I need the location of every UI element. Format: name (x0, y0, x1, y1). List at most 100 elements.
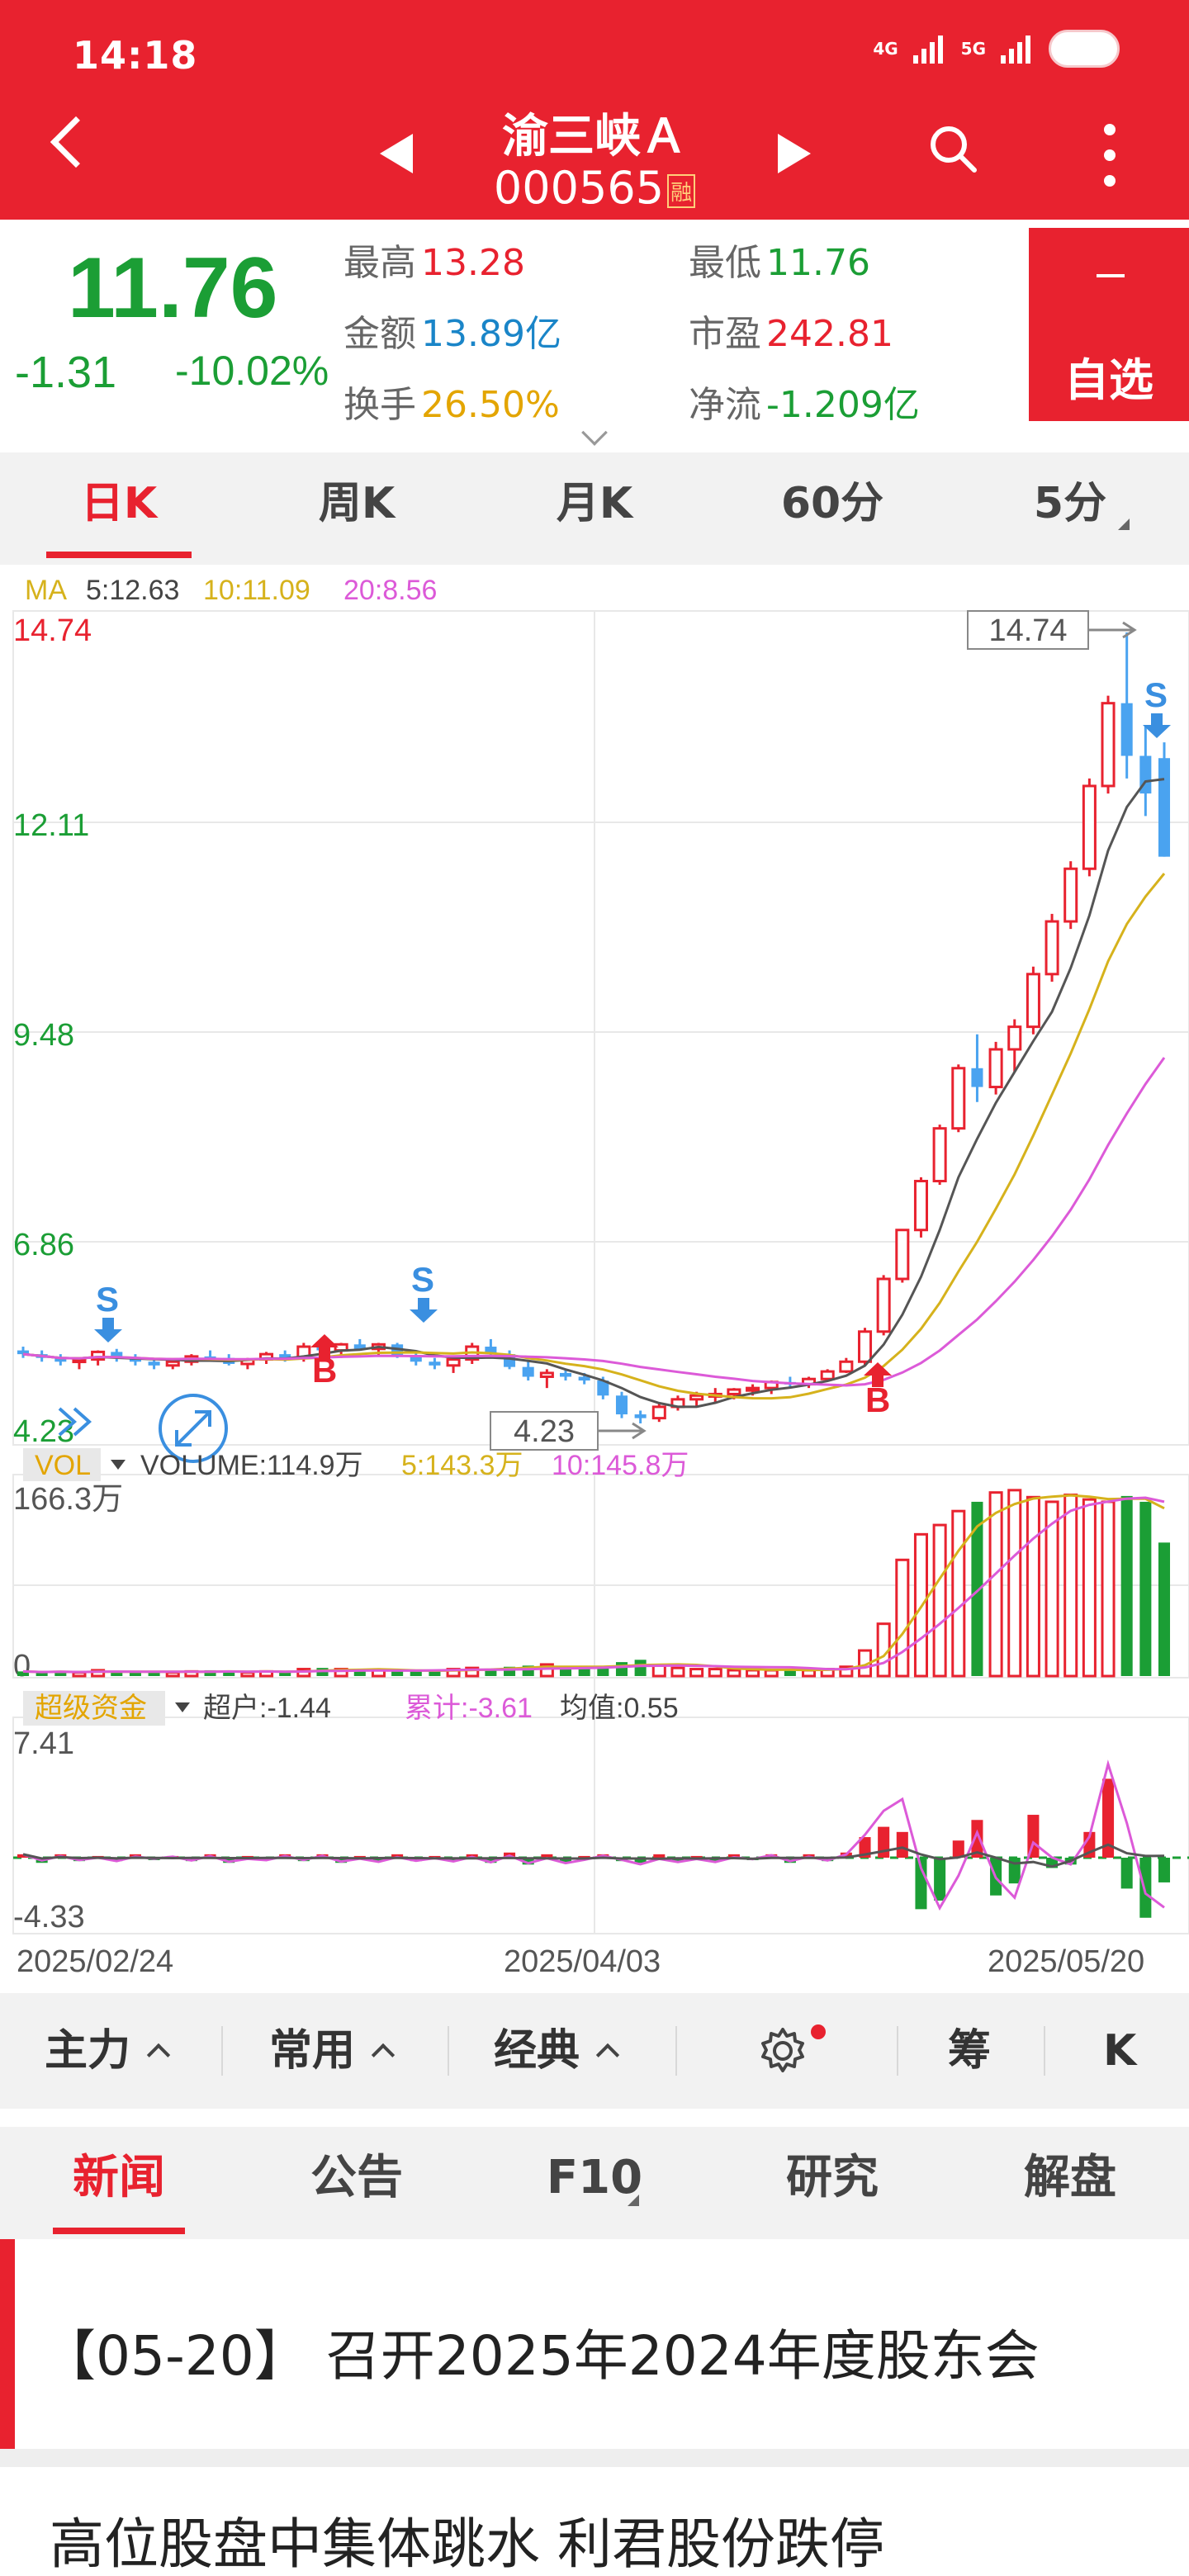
candle-body (913, 1179, 928, 1232)
search-icon[interactable] (928, 124, 978, 173)
news-item[interactable]: 【05-20】 召开2025年2024年度股东会 (0, 2239, 1189, 2449)
ma20-line (22, 1057, 1166, 1387)
indicator-toolbar: 主力 常用 经典 筹 K (0, 1993, 1189, 2109)
max-marker-label: 14.74 (988, 613, 1067, 648)
candle-body (746, 1386, 760, 1392)
volume-ma-lines-group (22, 1494, 1165, 1674)
stat-amount: 金额 13.89亿 (343, 313, 561, 355)
tab-news[interactable]: 新闻 (0, 2127, 238, 2239)
candle-body (559, 1372, 572, 1377)
volume-bar (670, 1666, 685, 1678)
volume-bar (1101, 1500, 1116, 1678)
tab-f10[interactable]: F10 (546, 2151, 643, 2206)
ma-lines-group (22, 778, 1166, 1409)
prev-stock-icon[interactable] (380, 134, 413, 173)
toolbar-changyong[interactable]: 常用 (269, 1993, 396, 2109)
kline-chart-area[interactable]: MA 5:12.63 10:11.09 20:8.56 14.74 12.11 … (0, 565, 1189, 1993)
y-tick-2: 12.11 (13, 808, 89, 843)
fund-bar (1139, 1858, 1152, 1918)
news-item[interactable]: 高位股盘中集体跳水 利君股份跌停 (0, 2467, 1189, 2576)
tab-monthly-k[interactable]: 月K (556, 479, 633, 528)
price-change: -1.31 (15, 348, 117, 397)
fund-jun: 均值:0.55 (560, 1693, 679, 1724)
tab-research[interactable]: 研究 (786, 2151, 879, 2204)
fund-lines-group (22, 1759, 1165, 1911)
vol-y-top: 166.3万 (13, 1482, 123, 1517)
back-arrow-icon[interactable] (50, 116, 102, 168)
stock-name: 渝三峡Ａ (502, 110, 687, 163)
toolbar-separator (897, 2026, 898, 2076)
volume-bar (597, 1666, 609, 1676)
fund-y-top: 7.41 (13, 1726, 74, 1761)
fund-bar (952, 1840, 964, 1859)
fund-bar (934, 1858, 946, 1901)
vol-ma10-line (22, 1496, 1165, 1674)
volume-bar (1007, 1489, 1022, 1678)
fund-average-line (22, 1843, 1165, 1868)
max-marker: 14.74 (967, 610, 1137, 650)
volume-bar (988, 1491, 1003, 1678)
volume-bar (54, 1671, 67, 1676)
x-label-start: 2025/02/24 (17, 1944, 173, 1979)
vol-ma5: 5:143.3万 (401, 1450, 523, 1481)
next-stock-icon[interactable] (778, 134, 811, 173)
fund-bar (634, 1858, 647, 1863)
candle-body (353, 1344, 366, 1349)
fund-bar (859, 1837, 871, 1859)
fund-bar (223, 1858, 235, 1863)
toolbar-k[interactable]: K (1103, 2026, 1137, 2076)
main-grid (12, 610, 1189, 1934)
toolbar-separator (221, 2026, 223, 2076)
fund-bar (485, 1858, 497, 1863)
fund-bar (1027, 1815, 1040, 1859)
volume-bar (971, 1501, 983, 1676)
fund-bar (690, 1855, 703, 1859)
volume-bar (839, 1665, 854, 1678)
favorite-button[interactable]: 自选 (1029, 228, 1189, 421)
candle-body (1120, 703, 1133, 756)
vol-value: VOLUME:114.9万 (140, 1450, 363, 1481)
stat-pe: 市盈 242.81 (689, 313, 893, 355)
sell-signal-2: S (411, 1260, 434, 1299)
ma20-legend: 20:8.56 (343, 575, 437, 606)
candle-body (410, 1356, 422, 1362)
candle-body (988, 1048, 1003, 1089)
x-label-mid: 2025/04/03 (504, 1944, 661, 1979)
tab-announcements[interactable]: 公告 (310, 2151, 403, 2204)
volume-bar (559, 1668, 572, 1676)
toolbar-jingdian[interactable]: 经典 (494, 1993, 620, 2109)
candle-body (522, 1366, 534, 1377)
settings-gear-icon[interactable] (756, 2024, 809, 2077)
fund-bar (541, 1854, 553, 1859)
volume-bar (204, 1669, 216, 1676)
volume-bar (1139, 1501, 1152, 1676)
tab-daily-k[interactable]: 日K (0, 452, 238, 565)
status-indicators: 4G 5G (873, 30, 1120, 68)
more-menu-icon[interactable] (1100, 124, 1120, 187)
volume-bar (784, 1669, 796, 1676)
toolbar-chou[interactable]: 筹 (948, 2026, 992, 2076)
fund-bar (971, 1820, 983, 1859)
tab-weekly-k[interactable]: 周K (318, 479, 396, 528)
tab-5min[interactable]: 5分 (951, 452, 1189, 565)
vol-y-bottom: 0 (13, 1649, 31, 1683)
volume-bar (17, 1671, 30, 1676)
volume-bar (895, 1558, 910, 1678)
fullscreen-icon[interactable] (159, 1394, 228, 1463)
toolbar-zhuli[interactable]: 主力 (45, 1993, 171, 2109)
fund-bar (1120, 1858, 1133, 1889)
kline-chart-svg[interactable]: MA 5:12.63 10:11.09 20:8.56 14.74 12.11 … (0, 565, 1189, 1993)
tab-analysis[interactable]: 解盘 (1024, 2151, 1116, 2204)
fund-dropdown-icon (175, 1702, 190, 1712)
volume-bar (129, 1672, 141, 1676)
volume-bar (1026, 1495, 1040, 1678)
candle-body (857, 1330, 873, 1363)
news-highlight-bar (0, 2239, 15, 2449)
fund-bar (896, 1831, 908, 1859)
tab-60min[interactable]: 60分 (780, 479, 884, 528)
margin-badge: 融 (667, 173, 696, 208)
candle-body (54, 1357, 67, 1362)
candle-body (91, 1350, 106, 1361)
min-marker: 4.23 (490, 1411, 647, 1451)
candle-body (727, 1388, 741, 1395)
